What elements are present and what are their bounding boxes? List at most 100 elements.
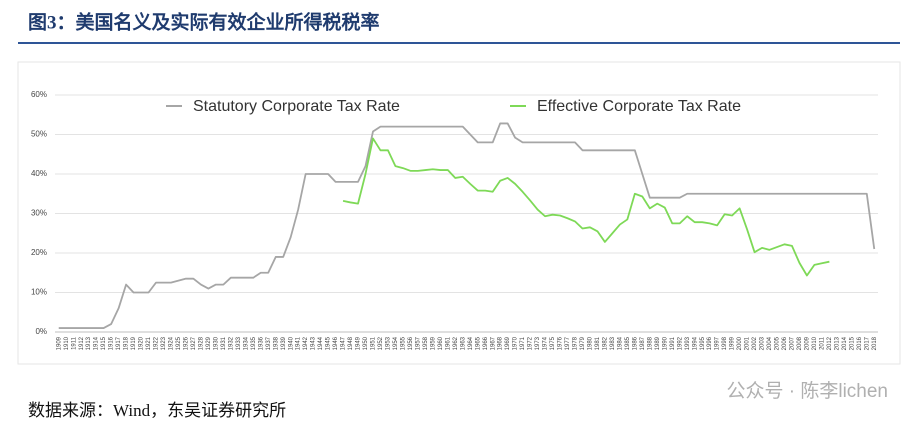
x-tick-label: 1920 bbox=[139, 336, 145, 350]
x-tick-label: 1927 bbox=[191, 336, 197, 350]
x-tick-label: 1973 bbox=[535, 336, 541, 350]
x-tick-label: 1932 bbox=[228, 336, 234, 350]
x-tick-label: 2012 bbox=[827, 336, 833, 350]
legend-label: Statutory Corporate Tax Rate bbox=[193, 98, 400, 115]
x-tick-label: 1953 bbox=[386, 336, 392, 350]
x-tick-label: 1998 bbox=[722, 336, 728, 350]
x-tick-label: 1923 bbox=[161, 336, 167, 350]
x-tick-label: 1992 bbox=[677, 336, 683, 350]
x-tick-label: 1996 bbox=[707, 336, 713, 350]
x-tick-label: 1989 bbox=[655, 336, 661, 350]
x-tick-label: 1979 bbox=[580, 336, 586, 350]
x-tick-label: 1988 bbox=[647, 336, 653, 350]
x-tick-label: 2006 bbox=[782, 336, 788, 350]
x-tick-label: 1995 bbox=[700, 336, 706, 350]
x-tick-label: 1963 bbox=[460, 336, 466, 350]
y-tick-label: 30% bbox=[31, 209, 47, 218]
x-tick-label: 1968 bbox=[498, 336, 504, 350]
x-tick-label: 1911 bbox=[71, 336, 77, 350]
x-tick-label: 1929 bbox=[206, 336, 212, 350]
x-tick-label: 1984 bbox=[617, 336, 623, 350]
x-tick-label: 1980 bbox=[588, 336, 594, 350]
x-tick-label: 1913 bbox=[86, 336, 92, 350]
x-tick-label: 1937 bbox=[266, 336, 272, 350]
x-tick-label: 2015 bbox=[849, 336, 855, 350]
x-tick-label: 1930 bbox=[213, 336, 219, 350]
x-tick-label: 1986 bbox=[632, 336, 638, 350]
x-tick-label: 1925 bbox=[176, 336, 182, 350]
x-tick-label: 1917 bbox=[116, 336, 122, 350]
x-tick-label: 1947 bbox=[341, 336, 347, 350]
x-tick-label: 1924 bbox=[169, 336, 175, 350]
x-tick-label: 1999 bbox=[730, 336, 736, 350]
x-tick-label: 2014 bbox=[842, 336, 848, 350]
y-tick-label: 10% bbox=[31, 288, 47, 297]
x-tick-label: 2009 bbox=[805, 336, 811, 350]
x-tick-label: 1936 bbox=[258, 336, 264, 350]
x-tick-label: 1938 bbox=[273, 336, 279, 350]
x-tick-label: 1976 bbox=[558, 336, 564, 350]
x-tick-label: 1965 bbox=[475, 336, 481, 350]
figure-title: 图3：美国名义及实际有效企业所得税税率 bbox=[28, 10, 380, 33]
x-tick-label: 1950 bbox=[363, 336, 369, 350]
x-tick-label: 1958 bbox=[423, 336, 429, 350]
x-tick-label: 1949 bbox=[356, 336, 362, 350]
x-tick-label: 1951 bbox=[371, 336, 377, 350]
x-tick-label: 2000 bbox=[737, 336, 743, 350]
x-tick-label: 1942 bbox=[303, 336, 309, 350]
x-tick-label: 1910 bbox=[64, 336, 70, 350]
x-tick-label: 1991 bbox=[670, 336, 676, 350]
x-tick-label: 1926 bbox=[184, 336, 190, 350]
x-tick-label: 1977 bbox=[565, 336, 571, 350]
x-tick-label: 1983 bbox=[610, 336, 616, 350]
y-tick-label: 60% bbox=[31, 90, 47, 99]
x-tick-label: 1997 bbox=[715, 336, 721, 350]
x-tick-label: 1922 bbox=[154, 336, 160, 350]
x-tick-label: 1952 bbox=[378, 336, 384, 350]
x-tick-label: 1943 bbox=[311, 336, 317, 350]
y-tick-label: 20% bbox=[31, 248, 47, 257]
x-tick-label: 1940 bbox=[288, 336, 294, 350]
x-tick-label: 2005 bbox=[775, 336, 781, 350]
x-tick-label: 1974 bbox=[543, 336, 549, 350]
x-tick-label: 1970 bbox=[513, 336, 519, 350]
chart-frame bbox=[17, 61, 901, 365]
x-tick-label: 1975 bbox=[550, 336, 556, 350]
x-tick-label: 1994 bbox=[692, 336, 698, 350]
x-tick-label: 2001 bbox=[745, 336, 751, 350]
x-tick-label: 2002 bbox=[752, 336, 758, 350]
x-tick-label: 1919 bbox=[131, 336, 137, 350]
x-tick-label: 2010 bbox=[812, 336, 818, 350]
x-tick-label: 1946 bbox=[333, 336, 339, 350]
x-tick-label: 1987 bbox=[640, 336, 646, 350]
x-tick-label: 2016 bbox=[857, 336, 863, 350]
x-tick-label: 1915 bbox=[101, 336, 107, 350]
x-tick-label: 1945 bbox=[326, 336, 332, 350]
x-tick-label: 2011 bbox=[819, 336, 825, 350]
x-tick-label: 1978 bbox=[573, 336, 579, 350]
x-tick-label: 1960 bbox=[438, 336, 444, 350]
source-note: 数据来源：Wind，东吴证券研究所 bbox=[28, 401, 286, 420]
x-tick-label: 2008 bbox=[797, 336, 803, 350]
x-tick-label: 1941 bbox=[296, 336, 302, 350]
x-tick-label: 1916 bbox=[109, 336, 115, 350]
x-tick-label: 1956 bbox=[408, 336, 414, 350]
x-tick-label: 1969 bbox=[505, 336, 511, 350]
x-tick-label: 1944 bbox=[318, 336, 324, 350]
x-tick-label: 1971 bbox=[520, 336, 526, 350]
x-tick-label: 1967 bbox=[490, 336, 496, 350]
y-tick-label: 50% bbox=[31, 130, 47, 139]
x-tick-label: 1921 bbox=[146, 336, 152, 350]
x-tick-label: 1972 bbox=[528, 336, 534, 350]
x-tick-label: 1928 bbox=[198, 336, 204, 350]
x-tick-label: 1993 bbox=[685, 336, 691, 350]
x-tick-label: 1966 bbox=[483, 336, 489, 350]
x-tick-label: 2004 bbox=[767, 336, 773, 350]
x-tick-label: 1955 bbox=[400, 336, 406, 350]
legend-label: Effective Corporate Tax Rate bbox=[537, 98, 741, 115]
x-tick-label: 1918 bbox=[124, 336, 130, 350]
x-tick-label: 1964 bbox=[468, 336, 474, 350]
title-rule bbox=[18, 42, 900, 44]
x-tick-label: 1962 bbox=[453, 336, 459, 350]
